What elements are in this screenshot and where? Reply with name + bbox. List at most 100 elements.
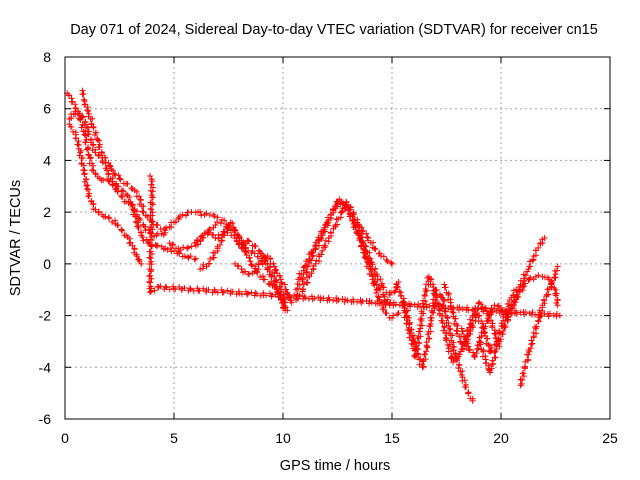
data-point bbox=[335, 296, 342, 303]
data-point bbox=[168, 248, 175, 255]
data-point bbox=[311, 295, 318, 302]
data-point bbox=[221, 229, 228, 236]
data-point bbox=[117, 176, 124, 183]
y-tick-label: 2 bbox=[43, 204, 51, 220]
data-point bbox=[439, 302, 446, 309]
data-point bbox=[378, 300, 385, 307]
data-point bbox=[79, 114, 86, 121]
data-point bbox=[184, 245, 191, 252]
x-tick-label: 25 bbox=[602, 430, 618, 446]
data-point bbox=[548, 277, 555, 284]
data-point bbox=[296, 281, 303, 288]
data-point bbox=[252, 265, 259, 272]
data-point bbox=[545, 276, 552, 283]
data-point bbox=[488, 317, 495, 324]
data-point bbox=[489, 309, 496, 316]
data-point bbox=[466, 330, 473, 337]
data-point bbox=[322, 237, 329, 244]
data-point bbox=[465, 307, 472, 314]
data-point bbox=[420, 363, 427, 370]
data-point bbox=[465, 390, 472, 397]
data-point bbox=[281, 303, 288, 310]
data-point bbox=[499, 330, 506, 337]
data-point bbox=[77, 149, 84, 156]
data-point bbox=[553, 267, 560, 274]
data-point bbox=[135, 225, 142, 232]
y-tick-label: -6 bbox=[39, 411, 52, 427]
data-point bbox=[480, 308, 487, 315]
data-point bbox=[220, 228, 227, 235]
data-point bbox=[148, 194, 155, 201]
data-point bbox=[118, 227, 125, 234]
data-point bbox=[271, 263, 278, 270]
data-point bbox=[118, 193, 125, 200]
data-point bbox=[148, 206, 155, 213]
data-point bbox=[83, 185, 90, 192]
data-point bbox=[493, 342, 500, 349]
data-point bbox=[187, 286, 194, 293]
x-tick-label: 15 bbox=[384, 430, 400, 446]
data-point bbox=[308, 270, 315, 277]
data-point bbox=[551, 273, 558, 280]
data-point bbox=[469, 322, 476, 329]
data-point bbox=[454, 322, 461, 329]
data-point bbox=[271, 273, 278, 280]
data-point bbox=[318, 251, 325, 258]
data-point bbox=[141, 223, 148, 230]
data-point bbox=[399, 302, 406, 309]
data-point bbox=[92, 149, 99, 156]
data-point bbox=[373, 281, 380, 288]
data-point bbox=[554, 302, 561, 309]
data-point bbox=[469, 306, 476, 313]
data-point bbox=[359, 228, 366, 235]
data-point bbox=[418, 308, 425, 315]
data-point bbox=[148, 243, 155, 250]
data-point bbox=[377, 286, 384, 293]
data-point bbox=[545, 291, 552, 298]
data-point bbox=[371, 245, 378, 252]
data-point bbox=[305, 256, 312, 263]
data-point bbox=[102, 154, 109, 161]
data-point bbox=[162, 283, 169, 290]
data-point bbox=[199, 265, 206, 272]
data-point bbox=[205, 227, 212, 234]
data-point bbox=[520, 373, 527, 380]
data-point bbox=[277, 276, 284, 283]
data-point bbox=[175, 216, 182, 223]
data-point bbox=[236, 290, 243, 297]
data-point bbox=[303, 258, 310, 265]
data-point bbox=[177, 246, 184, 253]
data-point bbox=[508, 302, 515, 309]
data-point bbox=[68, 99, 75, 106]
data-point bbox=[81, 171, 88, 178]
data-point bbox=[148, 275, 155, 282]
data-point bbox=[447, 326, 454, 333]
data-point bbox=[470, 349, 477, 356]
data-point bbox=[433, 294, 440, 301]
data-point bbox=[169, 241, 176, 248]
data-point bbox=[132, 218, 139, 225]
data-point bbox=[402, 308, 409, 315]
data-point bbox=[556, 312, 563, 319]
data-point bbox=[373, 289, 380, 296]
data-point bbox=[181, 253, 188, 260]
data-point bbox=[74, 141, 81, 148]
data-point bbox=[78, 124, 85, 131]
data-point bbox=[216, 241, 223, 248]
data-point bbox=[79, 91, 86, 98]
data-point bbox=[194, 237, 201, 244]
data-point bbox=[270, 260, 277, 267]
y-tick-label: 6 bbox=[43, 101, 51, 117]
data-point bbox=[221, 217, 228, 224]
data-point bbox=[226, 223, 233, 230]
data-point bbox=[529, 340, 536, 347]
data-point bbox=[242, 249, 249, 256]
data-point bbox=[169, 242, 176, 249]
data-point bbox=[105, 171, 112, 178]
data-point bbox=[172, 286, 179, 293]
data-point bbox=[80, 96, 87, 103]
data-point bbox=[540, 297, 547, 304]
data-point bbox=[419, 322, 426, 329]
data-point bbox=[456, 304, 463, 311]
